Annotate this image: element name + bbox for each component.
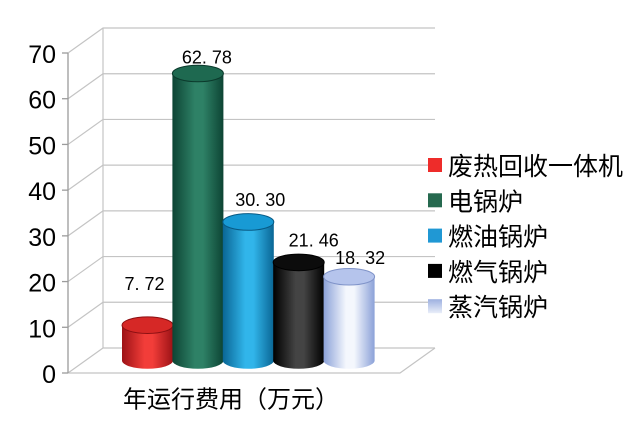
legend-swatch — [428, 299, 442, 314]
legend-swatch — [428, 228, 442, 243]
y-tick-label: 70 — [28, 41, 56, 69]
cylinder-body — [222, 221, 274, 361]
gridline — [67, 164, 435, 191]
legend-label: 燃油锅炉 — [448, 224, 548, 252]
y-tick-label: 0 — [42, 361, 56, 389]
bar-value-label: 7. 72 — [124, 274, 164, 294]
legend-item: 燃油锅炉 — [428, 224, 548, 252]
gridline — [67, 118, 435, 145]
cylinder-top — [272, 253, 325, 272]
legend-item: 燃气锅炉 — [428, 259, 548, 287]
bar-cylinder — [222, 213, 275, 369]
cylinder-body — [172, 73, 224, 361]
bar-value-label: 18. 32 — [335, 248, 385, 268]
legend-label: 蒸汽锅炉 — [448, 294, 548, 322]
legend-label: 废热回收一体机 — [448, 153, 623, 181]
bar-cylinder — [171, 64, 224, 369]
bar-value-label: 62. 78 — [182, 48, 232, 68]
bar-cylinder — [121, 316, 174, 369]
legend-label: 电锅炉 — [448, 188, 523, 216]
cylinder-body — [323, 276, 375, 361]
y-axis: 0 10 20 30 40 50 60 70 — [28, 41, 69, 389]
y-tick-label: 30 — [28, 224, 56, 252]
legend-swatch — [428, 193, 442, 208]
legend-label: 燃气锅炉 — [448, 259, 548, 287]
gridline — [67, 73, 435, 100]
y-tick-label: 50 — [28, 132, 56, 160]
legend-item: 电锅炉 — [428, 188, 523, 216]
bar-cylinder — [323, 267, 376, 369]
y-tick-label: 60 — [28, 87, 56, 115]
bar-value-label: 21. 46 — [289, 230, 339, 250]
y-tick-label: 10 — [28, 315, 56, 343]
legend-swatch — [428, 158, 442, 172]
gridline — [67, 27, 435, 54]
x-axis-title: 年运行费用（万元） — [123, 387, 339, 414]
bar-value-label: 30. 30 — [235, 190, 285, 210]
legend-item: 废热回收一体机 — [428, 153, 623, 181]
legend-swatch — [428, 263, 442, 278]
bar-cylinder — [272, 253, 325, 369]
legend-item: 蒸汽锅炉 — [428, 294, 548, 322]
cylinder-top — [222, 213, 275, 231]
cylinder-body — [273, 262, 325, 361]
cylinder-top — [171, 64, 224, 83]
floor-front-edge — [68, 347, 436, 374]
cylinder-top — [121, 316, 174, 335]
gridlines — [67, 27, 436, 374]
y-tick-label: 40 — [28, 178, 56, 206]
cylinder-top — [323, 267, 376, 286]
y-tick-label: 20 — [28, 270, 56, 298]
